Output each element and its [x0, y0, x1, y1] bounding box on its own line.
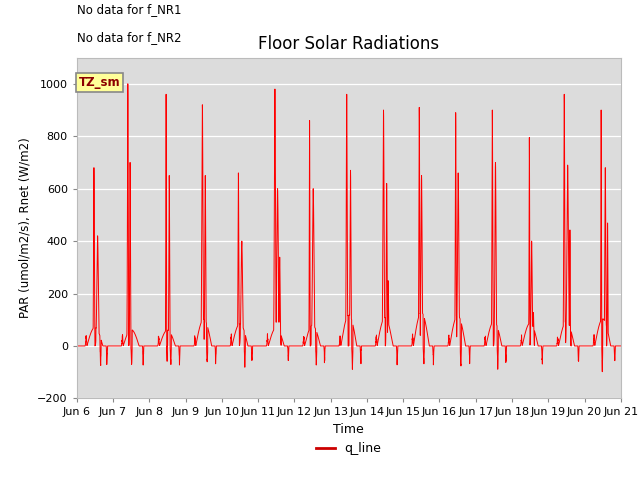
Y-axis label: PAR (umol/m2/s), Rnet (W/m2): PAR (umol/m2/s), Rnet (W/m2) — [19, 138, 32, 318]
X-axis label: Time: Time — [333, 423, 364, 436]
Text: No data for f_NR2: No data for f_NR2 — [77, 31, 181, 44]
Legend: q_line: q_line — [311, 437, 387, 460]
Text: No data for f_NR1: No data for f_NR1 — [77, 3, 181, 16]
Text: TZ_sm: TZ_sm — [79, 76, 120, 89]
Title: Floor Solar Radiations: Floor Solar Radiations — [258, 35, 440, 53]
